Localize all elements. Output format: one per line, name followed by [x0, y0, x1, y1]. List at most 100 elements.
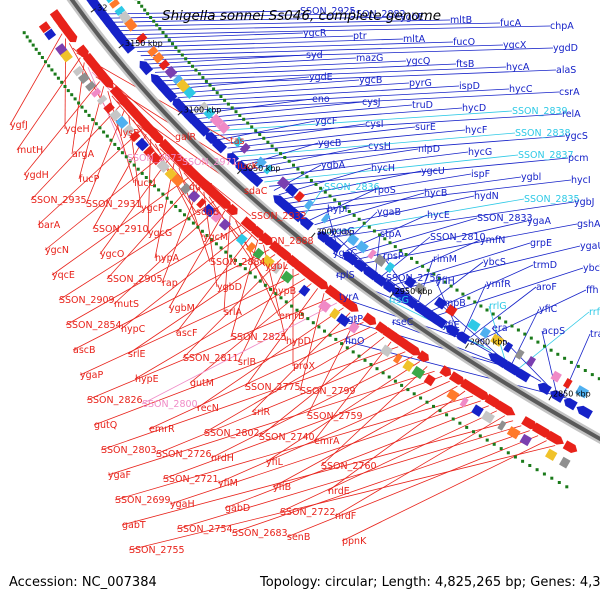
gene-label: rpoS	[374, 185, 396, 196]
reverse-strand-arrow	[445, 324, 460, 338]
reverse-strand-arrow	[576, 405, 593, 420]
gc-content-mark	[84, 109, 88, 113]
leader-line	[72, 249, 270, 351]
gc-content-mark	[351, 350, 355, 354]
forward-strand-arrow	[362, 312, 377, 326]
forward-strand-arrow	[494, 400, 516, 416]
leader-line	[314, 192, 425, 226]
gc-content-mark	[383, 237, 387, 241]
gene-label: SSON_2838	[515, 128, 571, 139]
leader-line	[123, 25, 551, 36]
leader-line	[330, 201, 575, 238]
leader-line	[141, 302, 338, 405]
gc-content-mark	[191, 221, 195, 225]
gene-label: gutQ	[94, 420, 117, 431]
gc-content-mark	[319, 186, 323, 190]
gene-label: SSON_2932	[251, 211, 307, 222]
leader-line	[541, 330, 557, 391]
functional-category-block	[471, 404, 484, 417]
leader-line	[169, 400, 481, 505]
functional-category-block	[170, 173, 185, 188]
functional-category-block	[404, 275, 417, 289]
functional-category-block	[445, 304, 458, 317]
gene-label: ygdE	[309, 72, 333, 83]
gc-content-mark	[510, 324, 514, 328]
gc-content-mark	[184, 57, 188, 61]
gc-content-mark	[406, 388, 410, 392]
gc-content-mark	[22, 31, 26, 35]
gene-label: ygaP	[80, 370, 103, 381]
leader-line	[140, 44, 504, 57]
gene-label: ygcF	[315, 116, 337, 127]
gc-content-mark	[569, 360, 573, 364]
gc-content-mark	[279, 296, 283, 300]
gc-content-mark	[197, 72, 201, 76]
forward-strand-arrow	[251, 225, 264, 238]
gc-content-mark	[421, 264, 425, 268]
gene-label: nrdE	[328, 486, 350, 497]
functional-category-block	[467, 318, 481, 332]
functional-category-block	[245, 241, 257, 253]
gc-content-mark	[80, 105, 84, 109]
gene-label: gutM	[190, 378, 214, 389]
leader-line	[393, 242, 531, 286]
leader-line	[269, 157, 569, 187]
gene-label: SSON_2756	[386, 273, 442, 284]
kbp-tick-label: 2850 kbp	[553, 389, 591, 398]
functional-category-block	[164, 65, 178, 79]
gc-content-mark	[375, 367, 379, 371]
gc-content-mark	[157, 188, 161, 192]
leader-line	[375, 233, 381, 273]
leader-line	[430, 264, 534, 312]
gene-label: srlA	[224, 307, 242, 318]
gc-content-mark	[266, 140, 270, 144]
leader-line	[476, 289, 587, 343]
kbp-tick	[90, 8, 96, 13]
leader-line	[334, 415, 506, 517]
functional-category-block	[136, 32, 148, 44]
leader-line	[244, 288, 319, 388]
leader-line	[44, 153, 165, 251]
gc-content-mark	[323, 329, 326, 333]
leader-line	[399, 245, 581, 290]
forward-strand-arrow	[226, 203, 238, 216]
gene-label: SSON_2835	[524, 194, 580, 205]
gc-content-mark	[146, 12, 150, 16]
leader-line	[126, 32, 304, 40]
reverse-strand-arrow	[227, 152, 240, 165]
functional-category-block	[423, 373, 436, 387]
gene-label: ygbE	[400, 12, 424, 23]
gene-label: rseC	[392, 317, 414, 328]
gc-content-mark	[449, 284, 453, 288]
leader-line	[231, 129, 466, 153]
gc-content-mark	[250, 125, 254, 129]
leader-line	[114, 395, 474, 501]
gene-label: SSON_2854	[66, 320, 122, 331]
gc-content-mark	[419, 396, 423, 400]
gene-label: SSON_2888	[258, 236, 314, 247]
gene-label: SSON_2931	[86, 199, 142, 210]
gc-content-mark	[258, 133, 262, 136]
gc-content-mark	[287, 159, 291, 163]
gene-label: ygbJ	[574, 197, 594, 208]
gene-label: ygaU	[580, 241, 600, 252]
gc-content-mark	[120, 151, 124, 155]
forward-strand-arrow	[342, 297, 359, 312]
leader-line	[128, 445, 556, 551]
gene-label: hypF	[327, 204, 350, 215]
gc-content-mark	[404, 253, 408, 256]
leader-line	[189, 283, 312, 384]
functional-category-block	[38, 21, 51, 34]
functional-category-block	[298, 284, 311, 297]
gene-label: emrA	[314, 436, 340, 447]
gc-content-mark	[177, 49, 181, 53]
gc-content-mark	[323, 190, 327, 194]
leader-line	[437, 267, 584, 316]
functional-category-block	[347, 321, 360, 334]
gene-label: sdaC	[244, 186, 268, 197]
gc-content-mark	[290, 304, 294, 308]
gc-content-mark	[347, 210, 351, 213]
leader-line	[158, 63, 457, 77]
gene-label: cysH	[368, 141, 391, 152]
gene-label: gshA	[577, 219, 600, 230]
